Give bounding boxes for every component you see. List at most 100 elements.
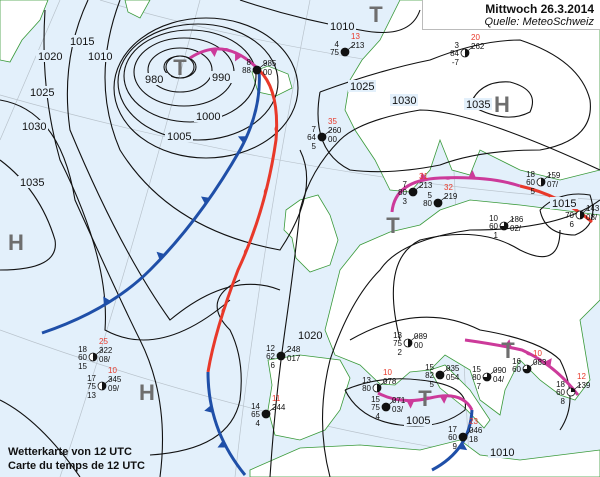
station-bl: 5 [430, 380, 435, 389]
station-br: 00 [263, 68, 272, 77]
station-red: 35 [328, 117, 337, 126]
cold-front-triangle [235, 52, 243, 62]
station-r: 083 [533, 358, 547, 367]
station-r: 985 [263, 59, 277, 68]
isobar-label-bg [328, 20, 356, 32]
station-l: 80 [423, 199, 432, 208]
greenland [0, 0, 49, 63]
isobar-label: 1025 [30, 87, 54, 99]
station-bl: -7 [452, 58, 460, 67]
station-l: 88 [242, 66, 251, 75]
isobar-label: 1005 [406, 415, 430, 427]
station-l: 80 [362, 384, 371, 393]
cold-front-atlantic [41, 69, 261, 335]
isobar-label: 1020 [298, 330, 322, 342]
warm-front-semicircle [243, 247, 248, 256]
cold-front-triangle [204, 405, 213, 413]
station-br: 054 [446, 373, 460, 382]
isobar-label-bg [36, 50, 64, 62]
wind-barb-icon [321, 128, 333, 138]
station-red: 10 [533, 349, 542, 358]
isobar-label: 1010 [490, 447, 514, 459]
station-red: 11 [272, 394, 281, 403]
cold-front-triangle [217, 440, 227, 448]
isobar-label-bg [86, 50, 114, 62]
isobar-label-bg [68, 35, 96, 47]
station-tl: 18 [78, 345, 87, 354]
station-r: 213 [351, 41, 365, 50]
station-bl: 9 [453, 442, 458, 451]
cold-front-tunisia [431, 409, 474, 472]
station-r: 089 [414, 332, 428, 341]
station-bl: 5 [312, 142, 317, 151]
occluded-front-mediterranean [377, 391, 474, 411]
map-caption: Wetterkarte von 12 UTC Carte du temps de… [8, 445, 145, 473]
wind-barb-icon [462, 428, 474, 438]
isobar-label-bg [404, 414, 432, 426]
station-bl: 7 [477, 382, 482, 391]
station-l: 82 [425, 371, 434, 380]
station-l: 65 [251, 410, 260, 419]
isobar-label: 1015 [70, 36, 94, 48]
isobar-label-bg [20, 120, 48, 132]
warm-front-semicircle [274, 125, 277, 133]
station-red: 23 [469, 417, 478, 426]
wind-barb-icon [464, 44, 476, 54]
wind-barb-icon [439, 366, 451, 376]
isobar-label: 1015 [552, 198, 576, 210]
station-bl: 6 [570, 220, 575, 229]
station-r: 035 [446, 364, 460, 373]
cold-front-triangle [406, 400, 415, 409]
station-br: 03/ [392, 405, 404, 414]
warm-front-semicircle [525, 351, 533, 356]
isobar-label-bg [296, 329, 324, 341]
cold-front-triangle [237, 136, 247, 144]
station-br: 017 [287, 354, 301, 363]
cold-front-triangle [439, 395, 448, 404]
isobar-label-bg [143, 73, 171, 85]
isobar-label: 980 [145, 74, 163, 86]
station-r: 248 [287, 345, 301, 354]
station-l: 75 [330, 48, 339, 57]
low-pressure-center: T [418, 386, 432, 411]
station-tl: 4 [335, 40, 340, 49]
low-pressure-center: T [173, 55, 187, 80]
station-br: 09/ [108, 384, 120, 393]
wind-barb-icon [376, 379, 388, 389]
cold-front-triangle [419, 172, 428, 181]
isobar-label-bg [194, 110, 222, 122]
high-pressure-center: H [139, 380, 155, 405]
station-bl: 3 [403, 197, 408, 206]
high-pressure-center: H [494, 92, 510, 117]
wind-barb-icon [579, 206, 591, 216]
station-l: 60 [556, 388, 565, 397]
station-red: 31 [419, 172, 428, 181]
wind-barb-icon [92, 348, 104, 358]
isobar-label-bg [488, 446, 516, 458]
wind-barb-icon [256, 61, 268, 71]
station-bl: 4 [376, 412, 381, 421]
title-box: Mittwoch 26.3.2014 Quelle: MeteoSchweiz [422, 0, 600, 30]
station-l: 84 [450, 49, 459, 58]
cold-front-iberia [206, 371, 247, 476]
station-r: 322 [99, 346, 113, 355]
isobar-label-bg [165, 130, 193, 142]
front-symbols [103, 47, 562, 451]
station-red: 32 [444, 183, 453, 192]
station-tl: 17 [448, 425, 457, 434]
station-bl: 2 [398, 348, 403, 357]
